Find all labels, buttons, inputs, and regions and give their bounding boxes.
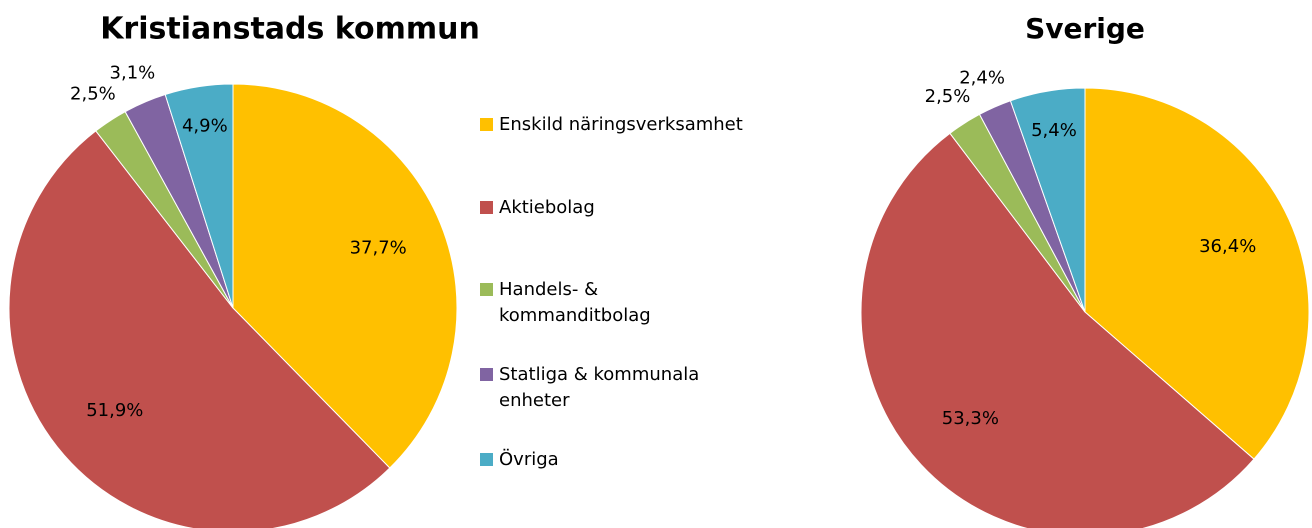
legend-label: Handels- & kommanditbolag	[499, 279, 651, 326]
legend-item: Aktiebolag	[480, 195, 595, 221]
data-label: 2,5%	[70, 83, 116, 104]
chart-title: Kristianstads kommun	[100, 12, 480, 47]
legend-swatch	[480, 201, 493, 214]
data-label: 37,7%	[350, 238, 407, 259]
data-label: 36,4%	[1199, 236, 1256, 257]
data-label: 51,9%	[86, 400, 143, 421]
legend-label: Aktiebolag	[499, 197, 595, 218]
pie-slice	[164, 83, 234, 309]
legend-item: Handels- & kommanditbolag	[480, 277, 651, 329]
legend-item: Statliga & kommunala enheter	[480, 362, 699, 414]
data-label: 3,1%	[110, 62, 156, 83]
pie-slice	[1009, 87, 1086, 313]
legend-swatch	[480, 283, 493, 296]
pie-slice	[1084, 87, 1310, 460]
data-label: 53,3%	[942, 408, 999, 429]
data-label: 5,4%	[1031, 120, 1077, 141]
legend-label: Övriga	[499, 449, 559, 470]
data-label: 2,4%	[959, 67, 1005, 88]
legend-item: Enskild näringsverksamhet	[480, 112, 743, 138]
pie-slice	[232, 83, 458, 469]
data-label: 4,9%	[182, 115, 228, 136]
legend-item: Övriga	[480, 447, 559, 473]
chart-title: Sverige	[1025, 12, 1145, 45]
data-label: 2,5%	[925, 86, 971, 107]
pie-slice	[8, 130, 391, 528]
legend-label: Enskild näringsverksamhet	[499, 114, 743, 135]
legend-swatch	[480, 368, 493, 381]
legend-swatch	[480, 118, 493, 131]
legend-label: Statliga & kommunala enheter	[499, 364, 700, 411]
pie-slice	[860, 132, 1255, 528]
legend-swatch	[480, 453, 493, 466]
